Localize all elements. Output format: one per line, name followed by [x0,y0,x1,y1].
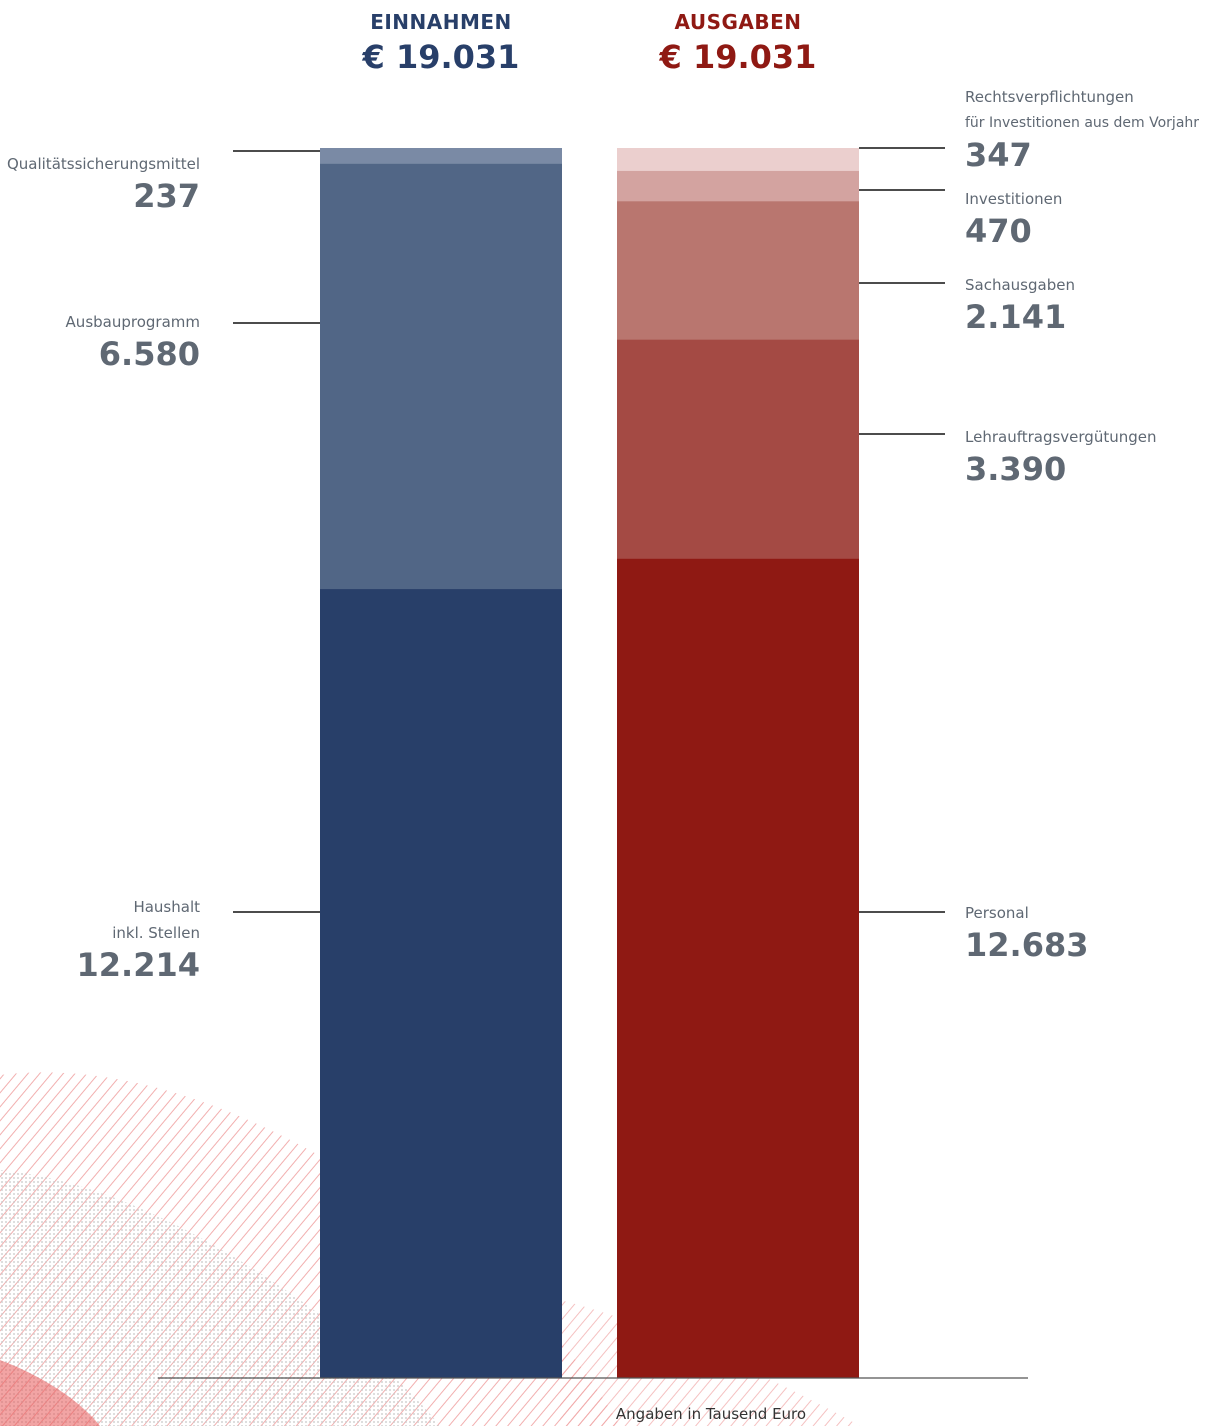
bar-segment-ausbauprogramm [320,163,562,590]
segment-name: Personal [965,904,1029,922]
unit-note: Angaben in Tausend Euro [615,1405,807,1423]
segment-value: 12.683 [965,926,1089,964]
segment-value: 12.214 [76,946,200,984]
bar-segment-haushalt-inkl-stellen [320,588,562,1379]
segment-name: Sachausgaben [965,276,1075,294]
label-personal: Personal 12.683 [965,900,1208,964]
bar-segment-investitionen [617,170,859,202]
einnahmen-total: € 19.031 [362,38,520,76]
einnahmen-title: EINNAHMEN [370,10,512,34]
label-haushalt: Haushalt inkl. Stellen 12.214 [0,894,200,984]
segment-name: Ausbauprogramm [65,313,200,331]
ausgaben-title: AUSGABEN [674,10,802,34]
bar-segment-sachausgaben [617,200,859,340]
segment-name-line2: inkl. Stellen [112,924,200,942]
label-lehrauftragsverguetungen: Lehrauftragsvergütungen 3.390 [965,424,1208,488]
segment-value: 470 [965,212,1032,250]
bar-segment-rechtsverpflichtungen-für-investitionen-aus-dem-vorjahr [617,148,859,171]
bar-segment-personal [617,558,859,1379]
segment-value: 347 [965,136,1032,174]
bar-segment-lehrauftragsvergütungen [617,339,859,559]
segment-name-line1: Haushalt [133,898,200,916]
segment-name: Qualitätssicherungsmittel [6,155,200,173]
ausgaben-total: € 19.031 [659,38,817,76]
segment-value: 2.141 [965,298,1067,336]
segment-value: 6.580 [98,335,200,373]
ausgaben-header: AUSGABEN € 19.031 [608,10,868,76]
bar-segment-qualitätssicherungsmittel [320,148,562,164]
segment-name-line2: für Investitionen aus dem Vorjahr [965,115,1200,131]
label-investitionen: Investitionen 470 [965,186,1208,250]
label-qualitaetssicherungsmittel: Qualitätssicherungsmittel 237 [0,151,200,215]
label-sachausgaben: Sachausgaben 2.141 [965,272,1208,336]
label-ausbauprogramm: Ausbauprogramm 6.580 [0,309,200,373]
segment-value: 3.390 [965,450,1067,488]
segment-name-line1: Rechtsverpflichtungen [965,88,1134,106]
einnahmen-header: EINNAHMEN € 19.031 [311,10,571,76]
segment-name: Investitionen [965,190,1063,208]
label-rechtsverpflichtungen: Rechtsverpflichtungen für Investitionen … [965,84,1208,174]
segment-name: Lehrauftragsvergütungen [965,428,1157,446]
segment-value: 237 [133,177,200,215]
